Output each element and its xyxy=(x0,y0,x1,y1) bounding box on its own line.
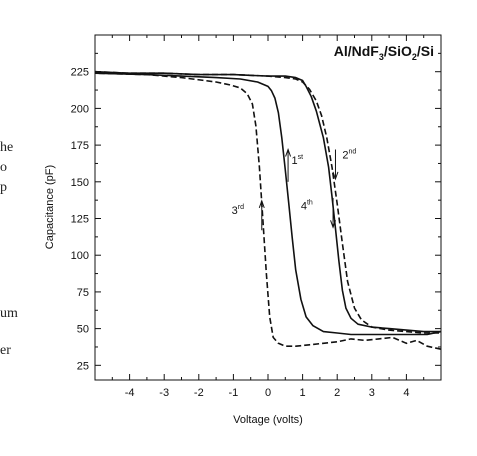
y-axis-label: Capacitance (pF) xyxy=(44,165,56,249)
y-tick-label: 50 xyxy=(77,324,89,336)
series-layer xyxy=(94,70,442,350)
x-tick-label: -1 xyxy=(229,387,239,399)
y-tick-label: 75 xyxy=(77,287,89,299)
y-tick-label: 100 xyxy=(71,250,89,262)
series-line-2 xyxy=(94,70,441,334)
sweep-label: 2nd xyxy=(342,148,356,161)
sweep-arrow-head xyxy=(285,148,292,157)
arrows-layer xyxy=(258,148,339,231)
side-text-5: er xyxy=(0,343,11,358)
y-tick-label: 225 xyxy=(71,67,89,79)
side-text-4: um xyxy=(0,306,18,321)
x-tick-label: -2 xyxy=(194,387,204,399)
ticks-layer: -4 -3 -2 -1 0 1 2 3 4 25 50 75 100 125 150 175 200 225 xyxy=(71,35,441,399)
x-tick-label: 4 xyxy=(403,387,409,399)
x-tick-label: -3 xyxy=(159,387,169,399)
x-tick-label: -4 xyxy=(125,387,135,399)
sweep-arrow-head xyxy=(332,171,339,181)
sweep-arrow-head xyxy=(330,220,337,229)
sweep-label: 4th xyxy=(301,200,313,213)
x-tick-label: 0 xyxy=(265,387,271,399)
sweep-arrow-head xyxy=(258,199,265,209)
series-line-4 xyxy=(94,72,442,350)
x-tick-label: 2 xyxy=(334,387,340,399)
side-text-1: he xyxy=(0,140,14,155)
chart-title: Al/NdF3/SiO2/Si xyxy=(334,43,434,62)
side-text-3: p xyxy=(0,180,7,195)
x-tick-label: 1 xyxy=(300,387,306,399)
x-axis-label: Voltage (volts) xyxy=(233,414,303,426)
y-tick-label: 150 xyxy=(71,177,89,189)
plot-frame xyxy=(94,34,442,381)
x-tick-label: 3 xyxy=(369,387,375,399)
series-line-3 xyxy=(94,72,442,336)
sweep-label: 1st xyxy=(292,154,304,167)
y-tick-label: 200 xyxy=(71,103,89,115)
annotations-layer: 1st 2nd 3rd 4th xyxy=(232,148,357,217)
y-tick-label: 25 xyxy=(77,360,89,372)
y-tick-label: 125 xyxy=(71,214,89,226)
side-text-2: o xyxy=(0,160,7,175)
sweep-label: 3rd xyxy=(232,204,244,217)
y-tick-label: 175 xyxy=(71,140,89,152)
